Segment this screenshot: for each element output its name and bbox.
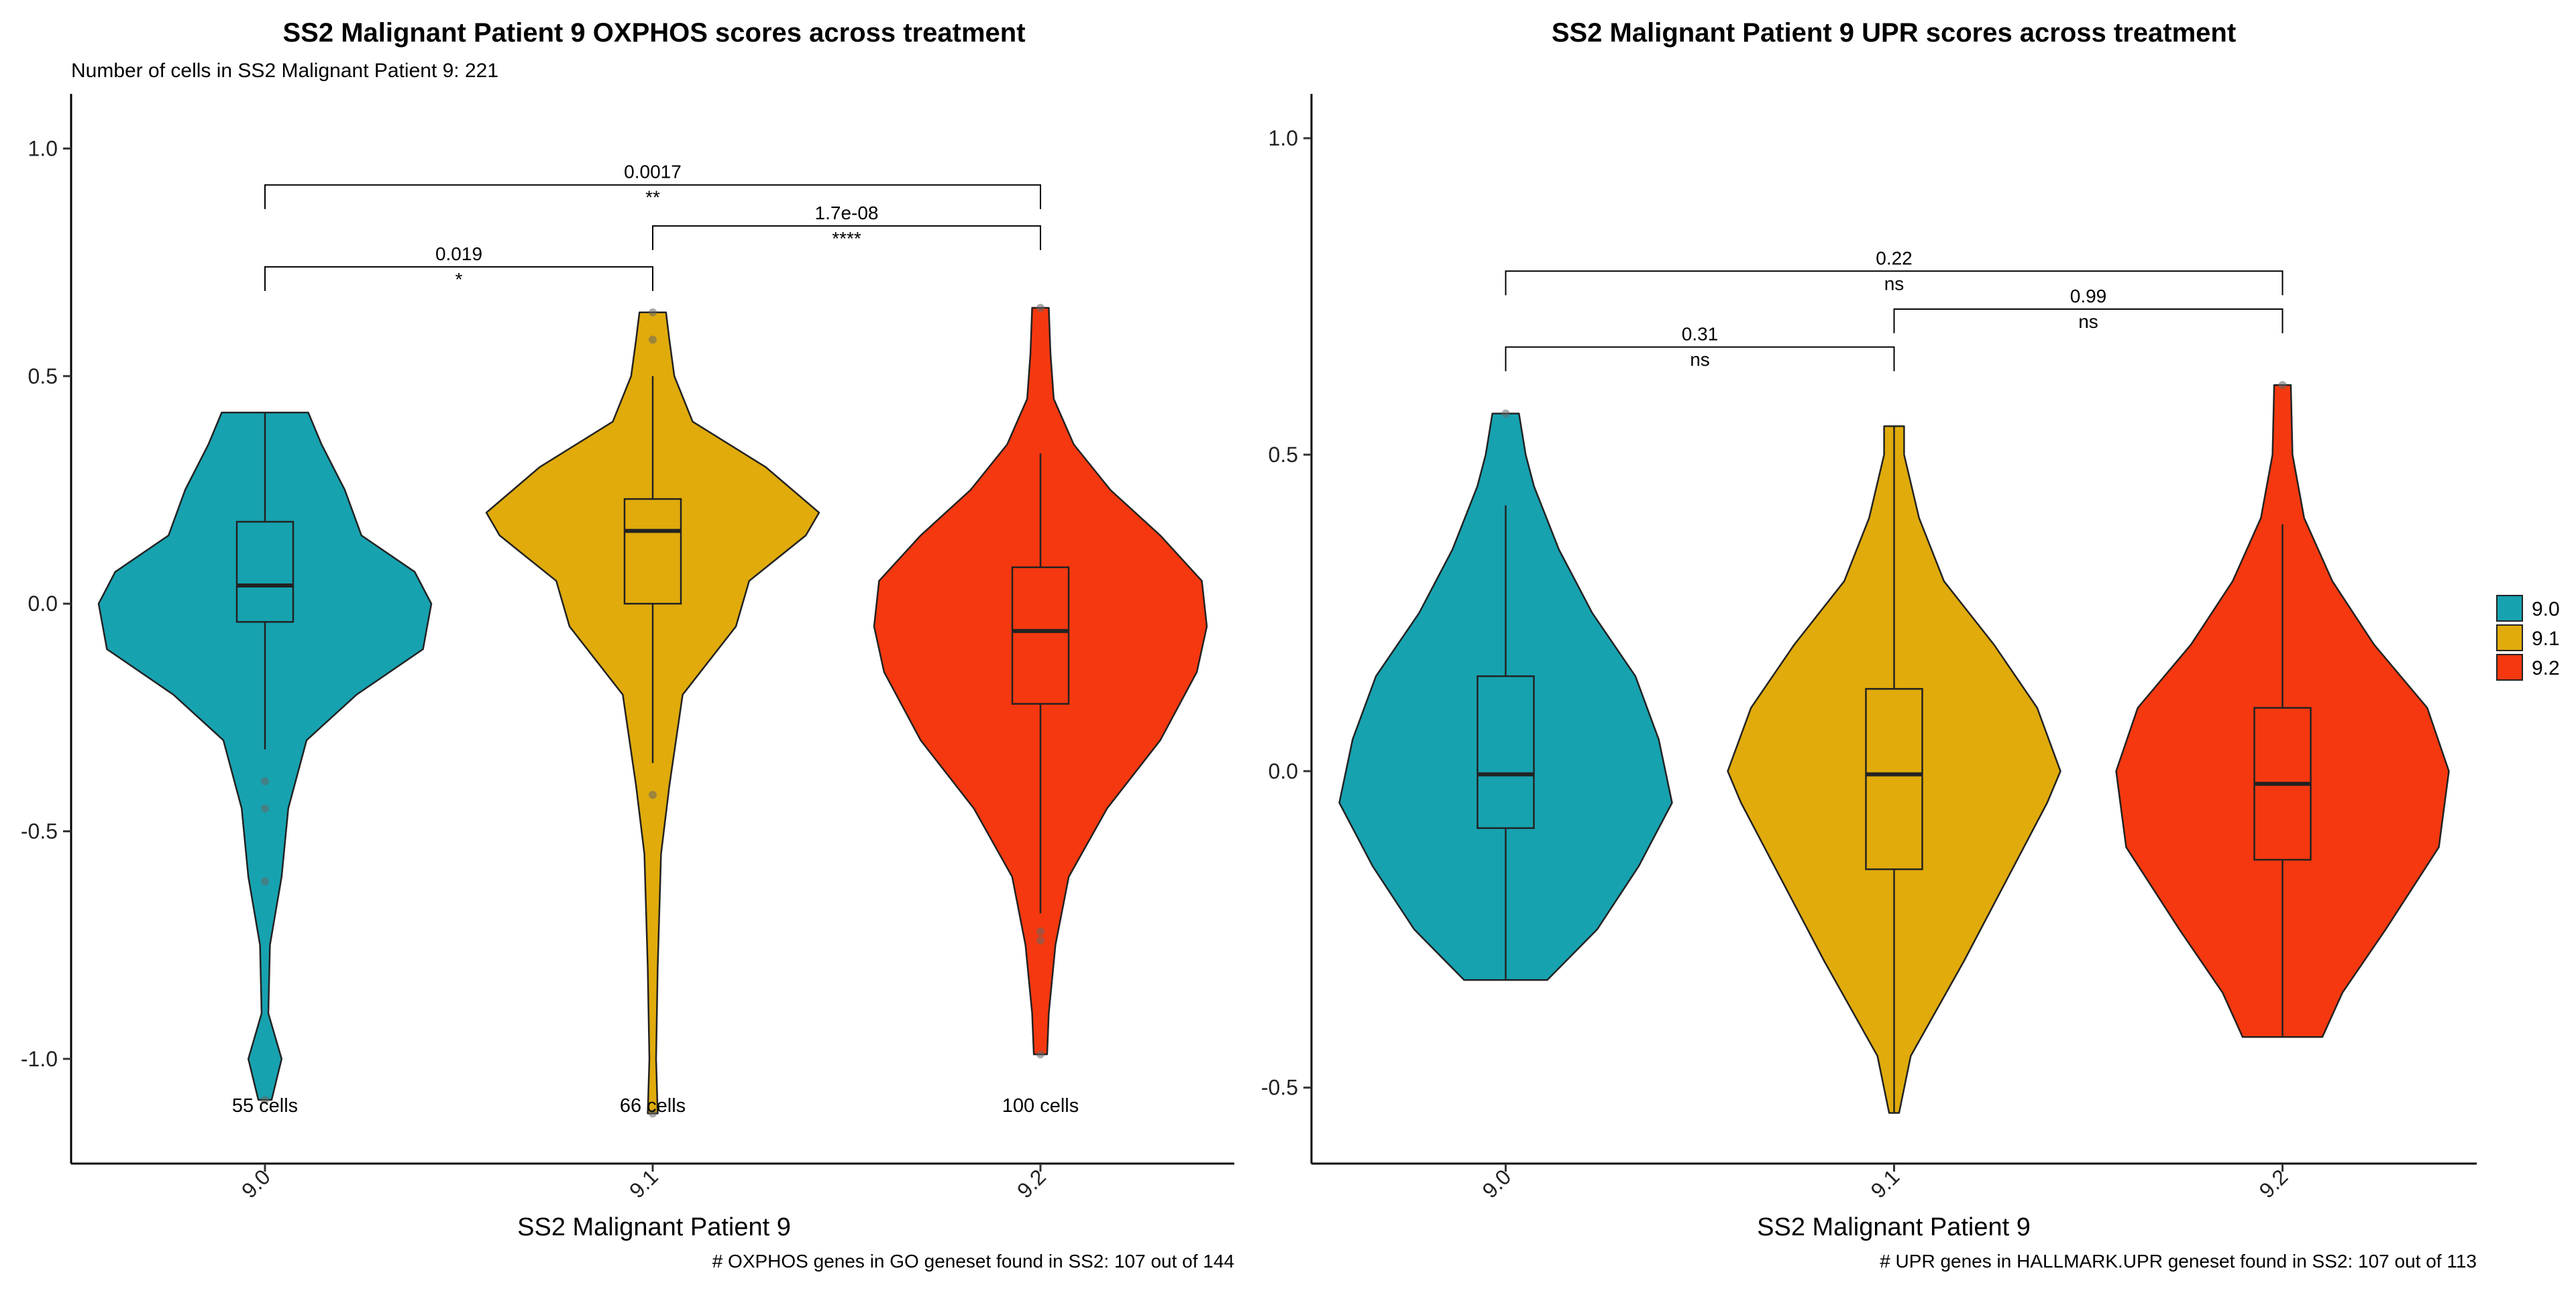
p-value-label: 0.019 (435, 243, 482, 264)
significance-bracket (1505, 346, 1895, 372)
significance-label: ns (2078, 311, 2098, 332)
y-tick-label: 0.5 (28, 364, 58, 388)
outlier-point (649, 335, 657, 344)
outlier-point (261, 777, 269, 785)
outlier-point (261, 1095, 269, 1104)
box-9-2 (1011, 566, 1070, 705)
significance-bracket (1893, 308, 2284, 333)
outlier-point (261, 804, 269, 813)
significance-label: ns (1884, 273, 1904, 294)
outlier-point (1036, 936, 1044, 945)
outlier-point (1036, 1050, 1044, 1059)
significance-label: **** (832, 228, 861, 249)
y-tick-label: 0.0 (1269, 759, 1298, 783)
cell-count-label: 66 cells (620, 1095, 686, 1117)
significance-bracket (264, 184, 1041, 209)
y-tick-label: 1.0 (1269, 126, 1298, 150)
legend-label: 9.2 (2532, 657, 2560, 679)
outlier-point (1036, 927, 1044, 936)
panel-oxphos-title: SS2 Malignant Patient 9 OXPHOS scores ac… (282, 18, 1025, 48)
y-tick-label: -0.5 (21, 820, 58, 844)
outlier-point (1501, 409, 1510, 418)
cell-count-label: 100 cells (1002, 1095, 1079, 1117)
cell-count-label: 55 cells (232, 1095, 298, 1117)
significance-bracket (1505, 270, 2284, 296)
panel-oxphos-subtitle: Number of cells in SS2 Malignant Patient… (71, 60, 498, 82)
significance-label: * (455, 269, 463, 290)
panel-upr-x-axis-label: SS2 Malignant Patient 9 (1757, 1213, 2031, 1241)
y-tick-label: 0.5 (1269, 443, 1298, 467)
outlier-point (2278, 381, 2287, 390)
outlier-point (261, 877, 269, 886)
panel-oxphos-caption: # OXPHOS genes in GO geneset found in SS… (712, 1251, 1234, 1272)
box-9-0 (1477, 675, 1535, 830)
panel-upr-caption: # UPR genes in HALLMARK.UPR geneset foun… (1880, 1251, 2477, 1272)
p-value-label: 0.99 (2070, 286, 2107, 306)
box-9-1 (1865, 687, 1923, 871)
significance-bracket (264, 266, 653, 291)
panel-oxphos-x-axis-label: SS2 Malignant Patient 9 (517, 1213, 791, 1241)
panel-upr-plot: -0.5 0.0 0.5 1.0 9.0 9.1 9.2 0.31 ns 0.99 ns 0.22 ns (1261, 94, 2477, 1202)
p-value-label: 0.0017 (624, 162, 682, 182)
y-tick-label: 1.0 (28, 136, 58, 160)
y-tick-label: 0.0 (28, 592, 58, 616)
x-tick-label: 9.1 (625, 1164, 663, 1202)
p-value-label: 0.31 (1682, 324, 1719, 345)
legend-swatch (2496, 654, 2523, 681)
outlier-point (649, 791, 657, 799)
y-tick-label: -1.0 (21, 1047, 58, 1071)
x-tick-label: 9.2 (2255, 1164, 2293, 1202)
x-tick-label: 9.2 (1012, 1164, 1051, 1202)
legend-label: 9.1 (2532, 628, 2560, 650)
x-tick-label: 9.0 (237, 1164, 275, 1202)
p-value-label: 1.7e-08 (815, 203, 879, 223)
panel-oxphos-plot: -1.0 -0.5 0.0 0.5 1.0 9.0 9.1 9.2 55 cells 66 cel… (21, 94, 1234, 1202)
x-tick-label: 9.0 (1478, 1164, 1516, 1202)
significance-label: ns (1690, 349, 1710, 370)
p-value-label: 0.22 (1876, 247, 1913, 268)
y-tick-label: -0.5 (1261, 1076, 1298, 1100)
legend-label: 9.0 (2532, 598, 2560, 620)
x-tick-label: 9.1 (1866, 1164, 1904, 1202)
outlier-point (649, 1109, 657, 1118)
legend-swatch (2496, 595, 2523, 622)
violin-9-0 (97, 411, 433, 1101)
legend: 9.0 9.1 9.2 (2496, 595, 2560, 681)
box-9-1 (623, 498, 682, 605)
box-9-0 (235, 520, 294, 623)
panel-upr-title: SS2 Malignant Patient 9 UPR scores acros… (1552, 18, 2236, 48)
outlier-point (649, 308, 657, 317)
significance-label: ** (645, 187, 660, 208)
outlier-point (1036, 304, 1044, 312)
significance-bracket (652, 225, 1041, 250)
legend-swatch (2496, 624, 2523, 651)
